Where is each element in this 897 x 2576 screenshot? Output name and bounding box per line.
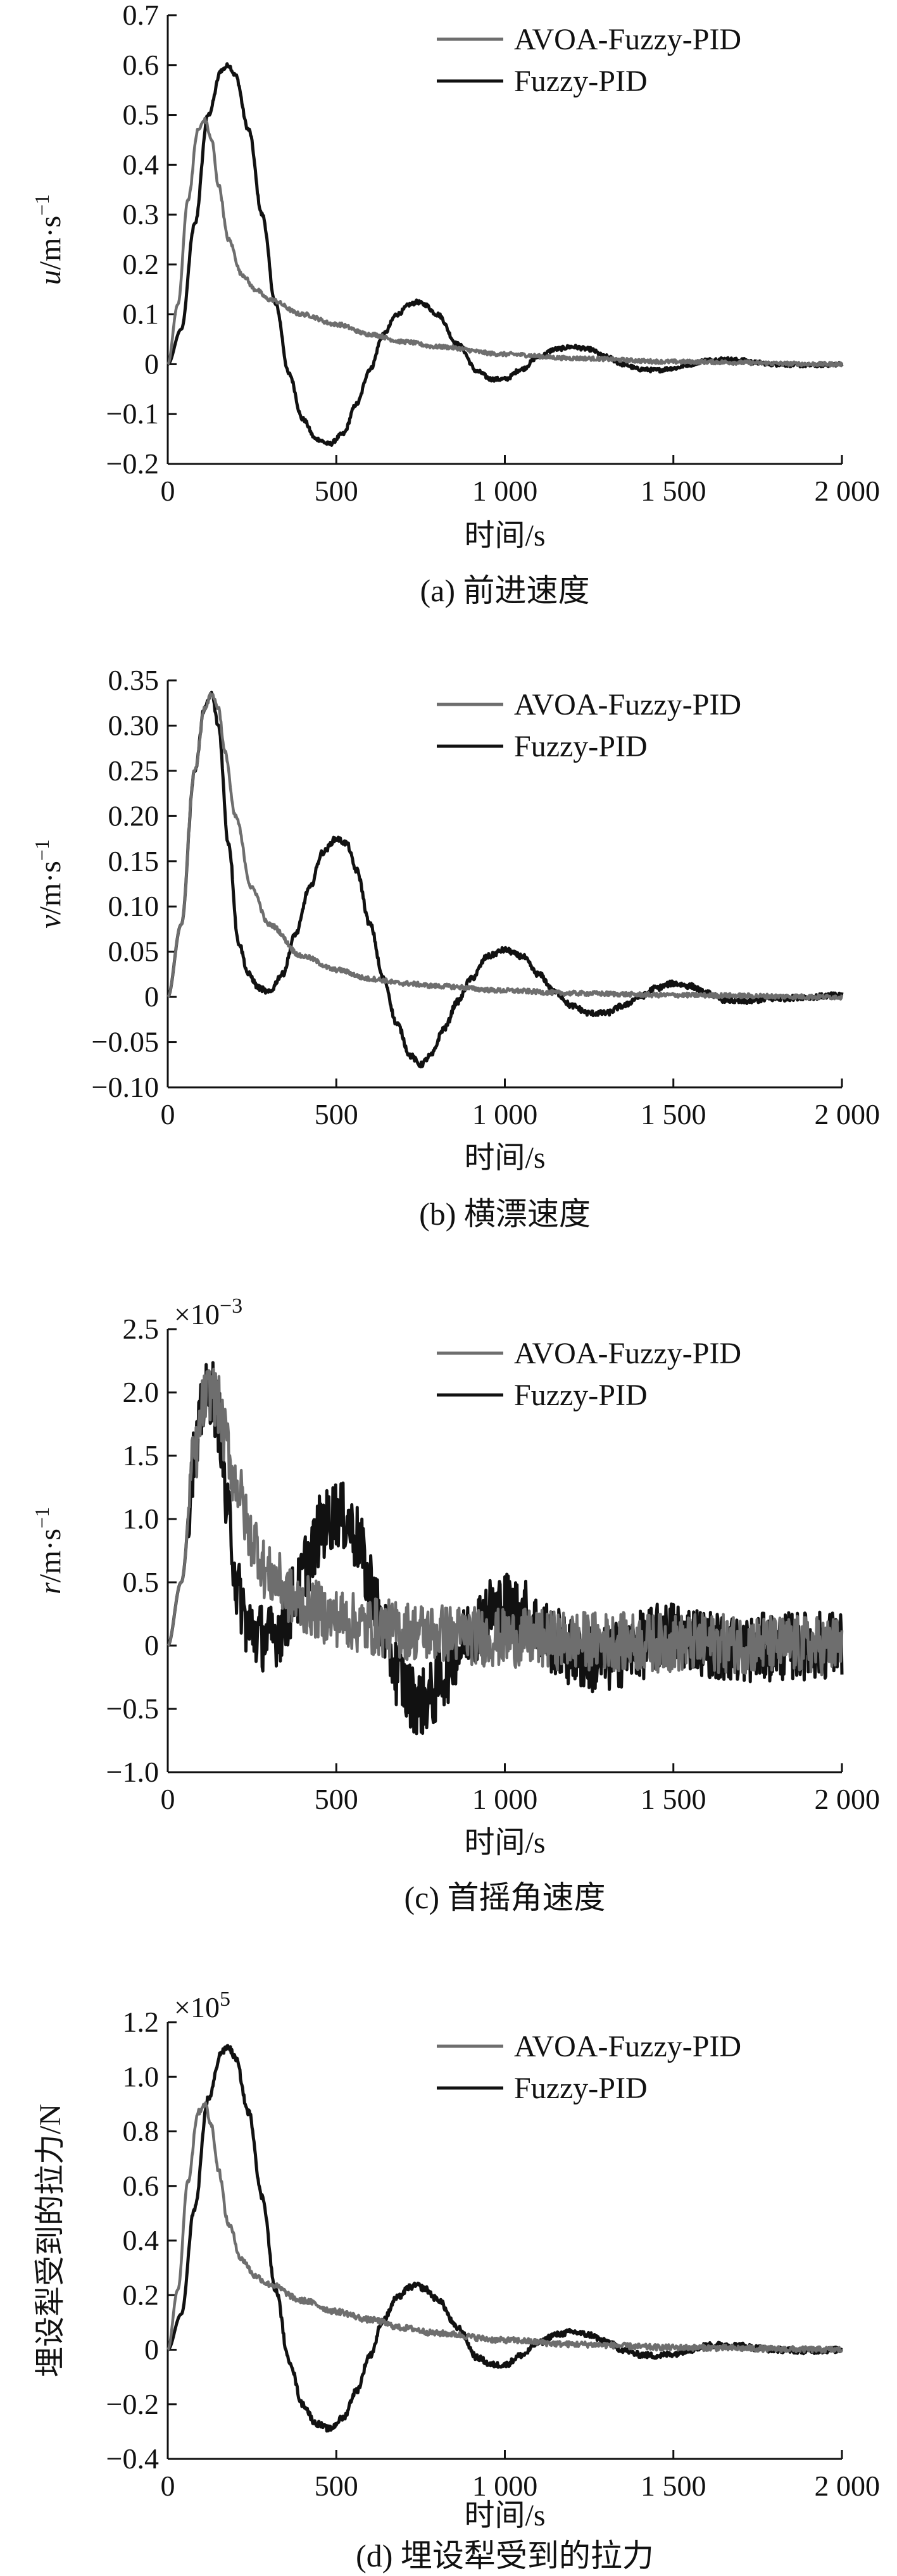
series-line-fuzzy-pid — [166, 2044, 843, 2433]
series-line-avoa-fuzzy-pid — [166, 1367, 844, 1677]
y-tick-label: 0.1 — [123, 298, 160, 330]
x-tick-label: 2 000 — [815, 1783, 881, 1815]
y-tick-label: 1.2 — [123, 2006, 160, 2038]
chart-panel-1: −0.2 −0.1 0 0.1 0.2 0.3 0.4 0.5 0.6 0.7 0 500 1 000 1… — [30, 0, 880, 608]
y-tick-label: 0.4 — [123, 2224, 160, 2256]
y-tick-label: 0 — [144, 1629, 159, 1661]
x-tick-label: 500 — [315, 1783, 358, 1815]
x-axis-label: 时间/s — [464, 519, 545, 553]
x-axis-label: 时间/s — [464, 2499, 545, 2532]
x-tick-label: 0 — [161, 2470, 175, 2502]
y-tick-label: −0.1 — [106, 397, 159, 430]
axis-exponent: ×10−3 — [174, 1294, 242, 1330]
y-tick-label: 0.15 — [108, 845, 160, 877]
x-tick-label: 1 000 — [472, 475, 538, 507]
y-tick-label: −0.05 — [92, 1026, 159, 1058]
legend-label: AVOA-Fuzzy-PID — [514, 2030, 741, 2063]
y-tick-label: 0 — [144, 980, 159, 1013]
y-tick-label: 0 — [144, 2334, 159, 2366]
y-tick-label: 0.20 — [108, 799, 160, 832]
series-line-avoa-fuzzy-pid — [166, 116, 844, 368]
y-tick-label: 2.0 — [123, 1376, 160, 1408]
y-tick-label: −0.4 — [106, 2442, 159, 2475]
chart-panel-2: −0.10 −0.05 0 0.05 0.10 0.15 0.20 0.25 0.30 0.35 0… — [30, 664, 880, 1232]
y-axis-label: r/m·s−1 — [30, 1507, 67, 1594]
x-tick-label: 1 000 — [472, 1783, 538, 1815]
y-tick-label: 0.6 — [123, 2170, 160, 2202]
legend-label: AVOA-Fuzzy-PID — [514, 1337, 741, 1370]
y-tick-label: 0.05 — [108, 935, 160, 968]
y-tick-label: 1.0 — [123, 2060, 160, 2092]
y-tick-label: 0 — [144, 347, 159, 380]
legend-label: AVOA-Fuzzy-PID — [514, 688, 741, 722]
y-tick-label: 0.3 — [123, 198, 160, 230]
x-tick-label: 1 500 — [641, 1098, 706, 1130]
y-axis-label: v/m·s−1 — [30, 839, 67, 928]
panel-caption: (c) 首摇角速度 — [405, 1880, 606, 1915]
chart-panel-3: −1.0 −0.5 0 0.5 1.0 1.5 2.0 2.5 0 500 1 000 1 500 2 … — [30, 1294, 880, 1915]
legend-label: Fuzzy-PID — [514, 65, 648, 98]
y-axis-label: 埋设犁受到的拉力/N — [34, 2104, 67, 2377]
y-tick-label: 1.0 — [123, 1503, 160, 1535]
y-tick-label: 0.5 — [123, 1566, 160, 1598]
legend-label: AVOA-Fuzzy-PID — [514, 23, 741, 56]
x-tick-label: 1 500 — [641, 1783, 706, 1815]
x-tick-label: 500 — [315, 475, 358, 507]
y-tick-label: −0.2 — [106, 447, 159, 480]
x-tick-label: 1 000 — [472, 1098, 538, 1130]
y-tick-label: 0.6 — [123, 49, 160, 81]
x-axis-label: 时间/s — [464, 1826, 545, 1860]
x-tick-label: 2 000 — [815, 1098, 881, 1130]
y-tick-label: −0.5 — [106, 1692, 159, 1725]
y-tick-label: −1.0 — [106, 1756, 159, 1788]
y-tick-label: 1.5 — [123, 1439, 160, 1472]
y-tick-label: 2.5 — [123, 1313, 160, 1345]
series-line-avoa-fuzzy-pid — [166, 692, 844, 1001]
chart-panel-4: −0.4 −0.2 0 0.2 0.4 0.6 0.8 1.0 1.2 0 500 1 000 1 50… — [34, 1987, 880, 2573]
x-tick-label: 500 — [315, 2470, 358, 2502]
x-tick-label: 0 — [161, 1783, 175, 1815]
legend-label: Fuzzy-PID — [514, 730, 648, 763]
y-tick-label: −0.2 — [106, 2388, 159, 2420]
y-tick-label: 0.5 — [123, 99, 160, 131]
x-tick-label: 2 000 — [815, 2470, 881, 2502]
panel-caption: (b) 横漂速度 — [419, 1196, 591, 1232]
series-line-fuzzy-pid — [166, 691, 844, 1068]
x-tick-label: 1 500 — [641, 2470, 706, 2502]
y-tick-label: 0.2 — [123, 248, 160, 280]
x-tick-label: 2 000 — [815, 475, 881, 507]
x-tick-label: 0 — [161, 1098, 175, 1130]
x-tick-label: 500 — [315, 1098, 358, 1130]
y-tick-label: 0.2 — [123, 2279, 160, 2311]
panel-caption: (a) 前进速度 — [420, 573, 590, 608]
series-line-avoa-fuzzy-pid — [166, 2101, 844, 2354]
y-tick-label: 0.30 — [108, 709, 160, 741]
y-axis-label: u/m·s−1 — [30, 194, 67, 285]
y-tick-label: 0.25 — [108, 754, 160, 787]
legend-label: Fuzzy-PID — [514, 2072, 648, 2105]
x-axis-label: 时间/s — [464, 1141, 545, 1175]
legend-label: Fuzzy-PID — [514, 1379, 648, 1412]
y-tick-label: 0.8 — [123, 2115, 160, 2148]
y-tick-label: 0.35 — [108, 664, 160, 696]
series-line-fuzzy-pid — [166, 62, 844, 447]
axis-exponent: ×105 — [174, 1987, 230, 2023]
y-tick-label: 0.4 — [123, 148, 160, 180]
panel-caption: (d) 埋设犁受到的拉力 — [356, 2538, 654, 2573]
x-tick-label: 1 500 — [641, 475, 706, 507]
y-tick-label: 0.7 — [123, 0, 160, 31]
x-tick-label: 0 — [161, 475, 175, 507]
y-tick-label: −0.10 — [92, 1071, 159, 1103]
y-tick-label: 0.10 — [108, 890, 160, 922]
x-tick-label: 1 000 — [472, 2470, 538, 2502]
